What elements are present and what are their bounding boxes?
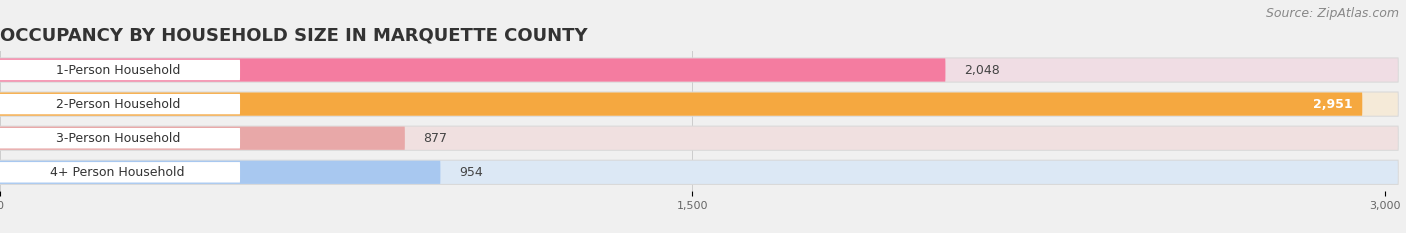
FancyBboxPatch shape — [0, 128, 240, 148]
Text: 954: 954 — [458, 166, 482, 179]
Text: 3-Person Household: 3-Person Household — [55, 132, 180, 145]
FancyBboxPatch shape — [0, 126, 1399, 151]
FancyBboxPatch shape — [0, 161, 440, 184]
Text: Source: ZipAtlas.com: Source: ZipAtlas.com — [1265, 7, 1399, 20]
Text: 1-Person Household: 1-Person Household — [55, 64, 180, 76]
FancyBboxPatch shape — [0, 127, 1398, 150]
Text: 877: 877 — [423, 132, 447, 145]
FancyBboxPatch shape — [0, 94, 240, 114]
FancyBboxPatch shape — [0, 92, 1399, 117]
FancyBboxPatch shape — [0, 161, 1398, 184]
Text: 4+ Person Household: 4+ Person Household — [51, 166, 186, 179]
FancyBboxPatch shape — [0, 162, 240, 182]
FancyBboxPatch shape — [0, 57, 1399, 83]
Text: 2,951: 2,951 — [1313, 98, 1353, 111]
FancyBboxPatch shape — [0, 127, 405, 150]
FancyBboxPatch shape — [0, 58, 1398, 82]
FancyBboxPatch shape — [0, 93, 1362, 116]
Text: 2,048: 2,048 — [965, 64, 1000, 76]
FancyBboxPatch shape — [0, 58, 945, 82]
FancyBboxPatch shape — [0, 93, 1398, 116]
Text: OCCUPANCY BY HOUSEHOLD SIZE IN MARQUETTE COUNTY: OCCUPANCY BY HOUSEHOLD SIZE IN MARQUETTE… — [0, 26, 588, 44]
FancyBboxPatch shape — [0, 160, 1399, 185]
Text: 2-Person Household: 2-Person Household — [55, 98, 180, 111]
FancyBboxPatch shape — [0, 60, 240, 80]
